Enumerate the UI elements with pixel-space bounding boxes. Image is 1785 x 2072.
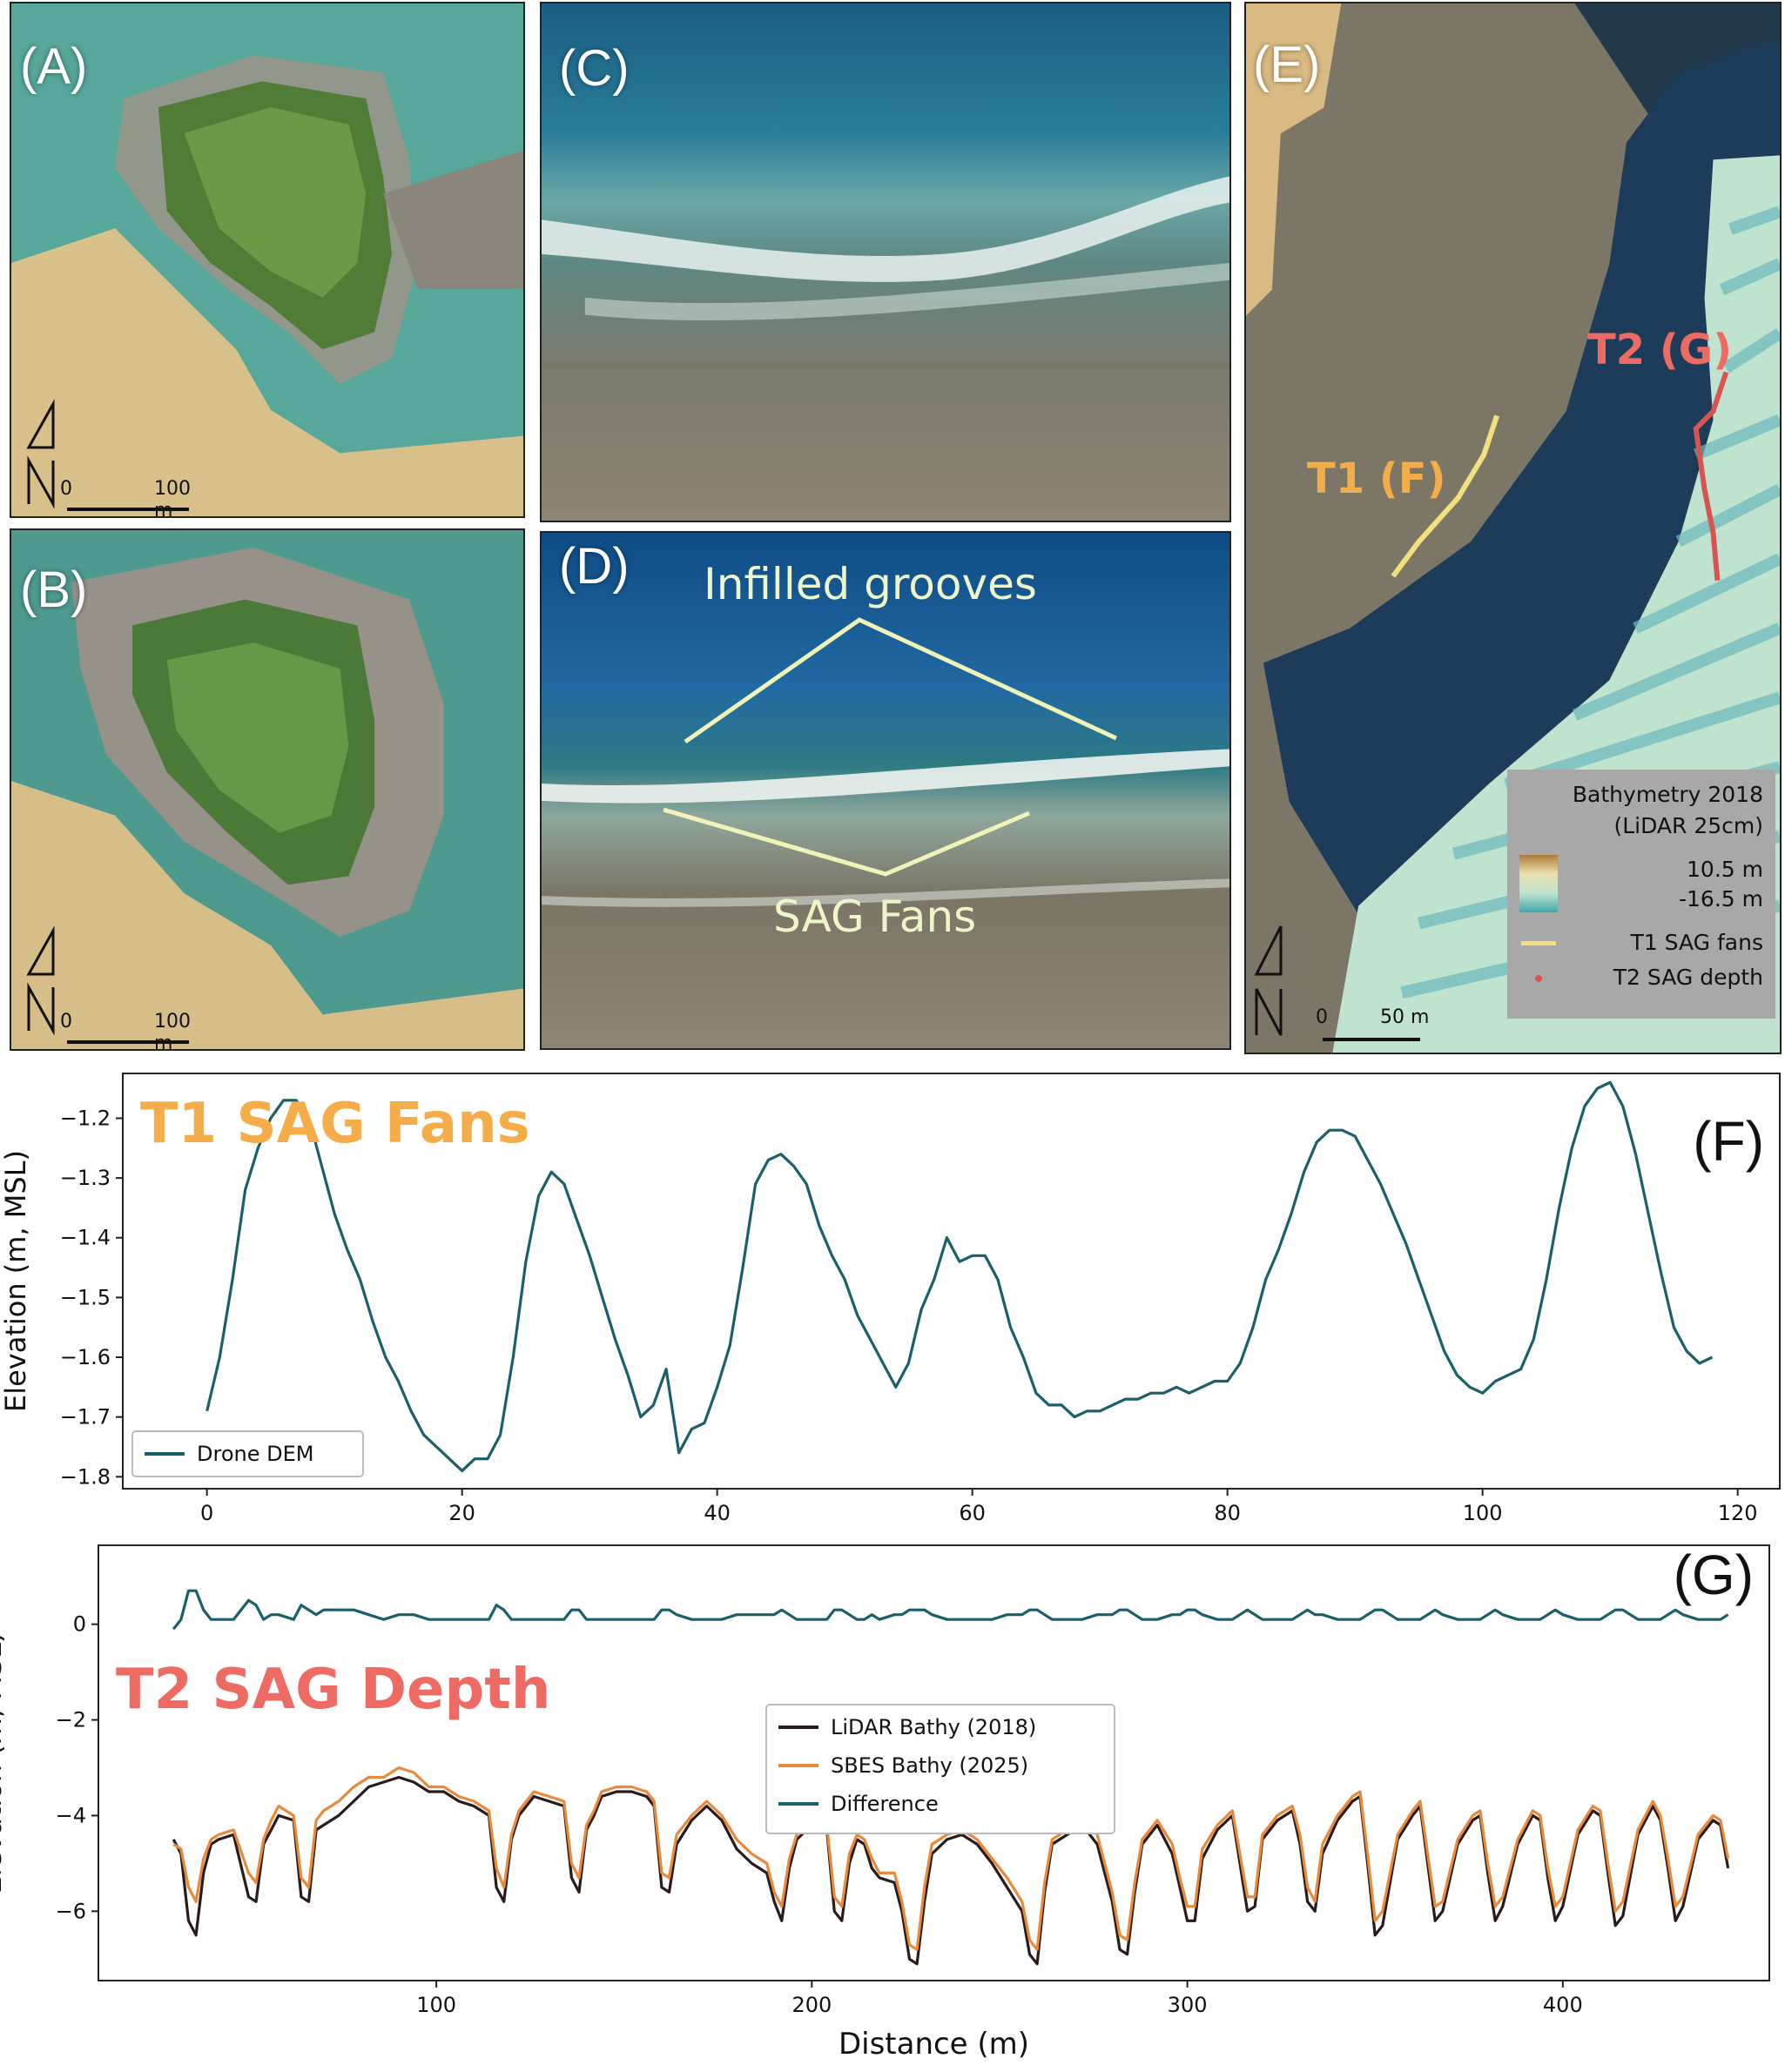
panel-label-a: (A) [20,38,88,95]
bathymetry-map-e: (E) T1 (F) T2 (G) Bathymetry 2018 (LiDAR… [1244,2,1782,1054]
y-axis-label-g: Elevation (m, MSL) [0,1631,8,1894]
north-arrow-icon [24,913,58,1035]
aerial-photo-c-image [542,3,1229,521]
panel-label-d: (D) [559,538,630,595]
y-tick-label-f: −1.3 [60,1166,111,1190]
aerial-photo-a-image [11,3,523,516]
y-tick-label-g: 0 [73,1612,86,1637]
legend-entry: Difference [831,1792,939,1816]
t2-map-label: T2 (G) [1587,326,1733,374]
scale-zero-b: 0 [60,1011,72,1033]
x-tick-label-g: 300 [1168,1993,1208,2017]
x-tick-label-g: 100 [416,1993,456,2017]
scale-bar-b: 0 100 m [58,1011,198,1049]
scale-zero-a: 0 [60,478,72,500]
legend-t1-swatch [1521,941,1556,945]
legend-entry: LiDAR Bathy (2018) [831,1715,1036,1739]
series-line-difference [172,1589,1729,1631]
y-tick-label-g: −2 [56,1708,86,1732]
legend-box-g [765,1704,1115,1834]
y-tick-label-f: −1.6 [60,1345,111,1369]
scale-line-b [67,1040,189,1044]
scale-bar-a: 0 100 m [58,478,198,516]
legend-title-line2: (LiDAR 25cm) [1613,813,1763,838]
scale-line-e [1323,1038,1420,1041]
panel-label-c: (C) [559,40,630,97]
y-tick-label-f: −1.5 [60,1285,111,1309]
legend-title-line1: Bathymetry 2018 [1572,782,1763,807]
x-tick-label-f: 60 [959,1501,986,1525]
legend-t1-label: T1 SAG fans [1630,930,1763,955]
plot-frame-f [122,1073,1781,1490]
scale-distance-e: 50 m [1380,1006,1430,1028]
annotation-pointer-lines [663,617,1118,877]
panel-label-g: (G) [1674,1544,1754,1606]
aerial-photo-d-image [542,533,1229,1048]
x-axis-label-g: Distance (m) [839,2027,1029,2062]
panel-label-b: (B) [20,562,88,618]
legend-min-value: -16.5 m [1679,886,1763,912]
north-arrow-icon [24,387,58,508]
scale-bar-e: 0 50 m [1316,1006,1438,1041]
legend-entry: SBES Bathy (2025) [831,1753,1028,1778]
y-tick-label-f: −1.8 [60,1464,111,1489]
legend-colorbar [1519,855,1558,912]
panel-label-f: (F) [1693,1110,1764,1173]
y-tick-label-f: −1.4 [60,1226,111,1250]
infilled-grooves-annotation: Infilled grooves [704,559,1037,609]
aerial-photo-d: (D) Infilled grooves SAG Fans [540,531,1231,1050]
map-legend: Bathymetry 2018 (LiDAR 25cm) 10.5 m -16.… [1507,770,1775,1019]
y-tick-label-g: −4 [56,1803,86,1827]
y-tick-label-f: −1.2 [60,1106,111,1130]
legend-t2-swatch [1535,975,1542,982]
y-tick-label-g: −6 [56,1899,86,1923]
y-axis-label-f: Elevation (m, MSL) [0,1150,32,1412]
t1-map-label: T1 (F) [1307,454,1446,503]
x-tick-label-g: 400 [1543,1993,1583,2017]
series-line-drone-dem [205,1080,1714,1473]
x-tick-label-f: 20 [448,1501,475,1525]
legend-t2-label: T2 SAG depth [1613,965,1763,990]
legend-entry: Drone DEM [197,1442,313,1466]
chart-title-g: T2 SAG Depth [116,1658,550,1722]
x-tick-label-f: 40 [704,1501,731,1525]
panel-label-e: (E) [1253,37,1321,93]
x-tick-label-g: 200 [791,1993,832,2017]
legend-max-value: 10.5 m [1687,857,1763,882]
y-tick-label-f: −1.7 [60,1405,111,1430]
legend-box-f [131,1430,364,1477]
aerial-photo-b: (B) 0 100 m [10,528,525,1051]
x-tick-label-f: 100 [1463,1501,1503,1525]
sag-fans-annotation: SAG Fans [773,891,977,942]
aerial-photo-c: (C) [540,2,1231,522]
x-tick-label-f: 80 [1214,1501,1241,1525]
scale-distance-b: 100 m [154,1011,191,1051]
north-arrow-icon [1251,909,1286,1039]
aerial-photo-b-image [11,530,523,1049]
chart-title-f: T1 SAG Fans [140,1092,530,1156]
aerial-photo-a: (A) 0 100 m [10,2,525,518]
scale-zero-e: 0 [1316,1006,1328,1028]
scale-distance-a: 100 m [154,478,191,518]
x-tick-label-f: 120 [1718,1501,1758,1525]
x-tick-label-f: 0 [200,1501,213,1525]
scale-line-a [67,508,189,511]
